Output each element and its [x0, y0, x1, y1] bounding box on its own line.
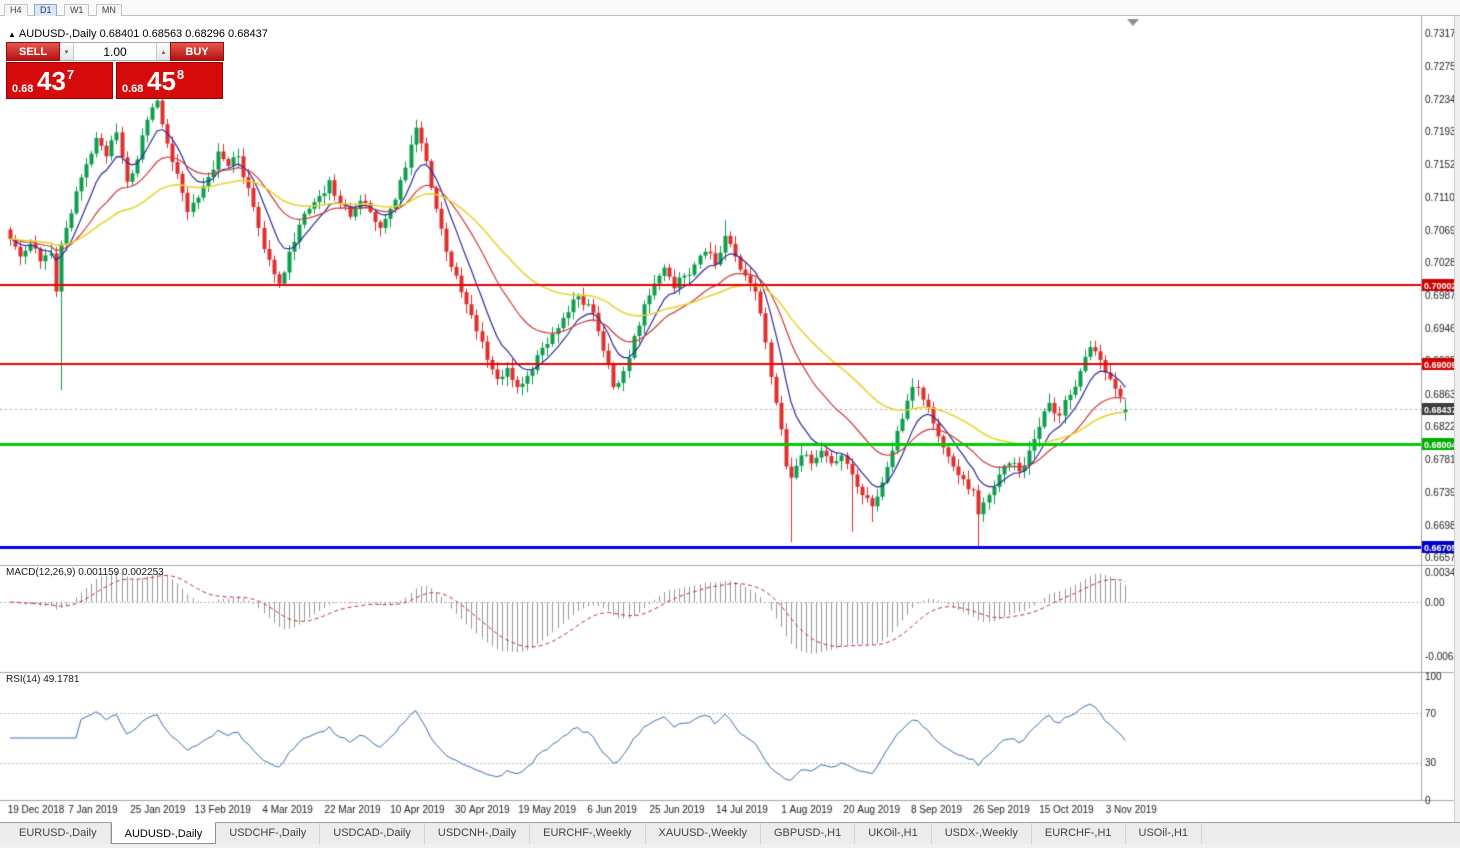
tab-usoil-h1[interactable]: USOil-,H1 [1126, 823, 1203, 844]
chart-canvas[interactable] [0, 16, 1454, 822]
volume-up-button[interactable]: ▴ [156, 43, 170, 60]
volume-control: ▾ ▴ [60, 42, 170, 61]
buy-button[interactable]: BUY [170, 42, 224, 61]
bid-pip-digit: 7 [66, 67, 75, 82]
volume-input[interactable] [74, 43, 156, 60]
tab-usdchf-daily[interactable]: USDCHF-,Daily [216, 823, 321, 844]
tab-usdcad-daily[interactable]: USDCAD-,Daily [320, 823, 425, 844]
timeframe-toolbar: H4 D1 W1 MN [0, 0, 1460, 17]
macd-indicator-label: MACD(12,26,9) 0.001159 0.002253 [6, 567, 164, 578]
tab-audusd-daily[interactable]: AUDUSD-,Daily [110, 822, 217, 844]
chart-window: ▲ AUDUSD-,Daily 0.68401 0.68563 0.68296 0… [0, 16, 1454, 822]
bid-big-digits: 43 [37, 65, 66, 96]
ask-prefix: 0.68 [122, 83, 144, 95]
symbol-tab-bar: EURUSD-,Daily AUDUSD-,Daily USDCHF-,Daily U… [0, 822, 1460, 844]
tab-eurusd-daily[interactable]: EURUSD-,Daily [6, 823, 111, 844]
tab-xauusd-weekly[interactable]: XAUUSD-,Weekly [646, 823, 761, 844]
tab-gbpusd-h1[interactable]: GBPUSD-,H1 [761, 823, 856, 844]
sell-price-button[interactable]: 0.68 43 7 [6, 62, 113, 99]
tab-eurchf-weekly[interactable]: EURCHF-,Weekly [530, 823, 646, 844]
one-click-trading-panel: SELL ▾ ▴ BUY 0.68 43 7 0.68 45 8 [6, 42, 224, 99]
tab-usdx-weekly[interactable]: USDX-,Weekly [932, 823, 1032, 844]
chart-header: ▲ AUDUSD-,Daily 0.68401 0.68563 0.68296 0… [8, 28, 268, 40]
vertical-scrollbar[interactable] [1454, 16, 1460, 822]
ask-pip-digit: 8 [176, 67, 185, 82]
bid-prefix: 0.68 [12, 83, 34, 95]
rsi-indicator-label: RSI(14) 49.1781 [6, 674, 80, 685]
volume-down-button[interactable]: ▾ [60, 43, 74, 60]
chart-header-text: AUDUSD-,Daily 0.68401 0.68563 0.68296 0.… [18, 28, 268, 40]
tab-ukoil-h1[interactable]: UKOil-,H1 [855, 823, 932, 844]
buy-price-button[interactable]: 0.68 45 8 [116, 62, 223, 99]
tab-eurchf-h1[interactable]: EURCHF-,H1 [1032, 823, 1126, 844]
timeframe-d1-button[interactable]: D1 [33, 4, 58, 17]
collapse-panel-icon[interactable]: ▲ [8, 30, 16, 39]
sell-button[interactable]: SELL [6, 42, 60, 61]
tab-usdcnh-daily[interactable]: USDCNH-,Daily [425, 823, 531, 844]
ask-big-digits: 45 [147, 65, 176, 96]
